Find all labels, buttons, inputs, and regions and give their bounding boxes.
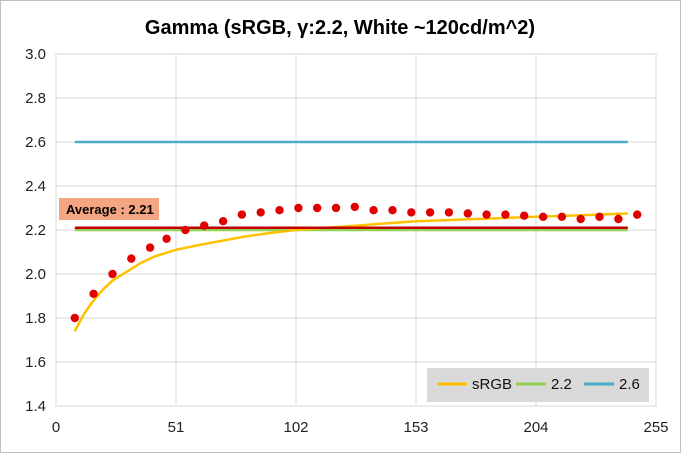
y-tick-label: 1.6	[25, 354, 46, 371]
measured-points	[70, 202, 642, 323]
measured-point	[595, 212, 604, 221]
measured-point	[313, 203, 322, 213]
series-layer	[73, 140, 628, 332]
measured-point	[633, 210, 642, 219]
axis-ticks: 1.4 1.6 1.8 2.0 2.2 2.4 2.6 2.8 3.0 0 51 102 153 204 2…	[25, 46, 668, 436]
y-tick-label: 3.0	[25, 46, 46, 63]
x-tick-label: 51	[168, 419, 185, 436]
measured-point	[108, 269, 117, 279]
measured-point	[407, 208, 416, 217]
measured-point	[520, 211, 529, 220]
measured-point	[463, 209, 472, 218]
x-tick-label: 204	[523, 419, 548, 436]
x-tick-label: 102	[283, 419, 308, 436]
measured-point	[218, 217, 228, 226]
measured-point	[275, 206, 284, 215]
measured-point	[444, 208, 454, 217]
measured-point	[256, 208, 265, 217]
legend-label-2-6: 2.6	[619, 376, 640, 393]
measured-point	[331, 203, 341, 213]
measured-point	[70, 313, 80, 323]
x-tick-label: 153	[403, 419, 428, 436]
chart-title: Gamma (sRGB, γ:2.2, White ~120cd/m^2)	[145, 17, 535, 39]
measured-point	[127, 254, 136, 263]
measured-point	[350, 202, 359, 212]
measured-point	[425, 208, 435, 217]
legend-label-2-2: 2.2	[551, 376, 572, 393]
y-tick-label: 1.8	[25, 310, 46, 327]
measured-point	[181, 225, 190, 235]
measured-point	[237, 210, 247, 219]
measured-point	[501, 210, 510, 219]
average-annotation: Average : 2.21	[59, 198, 159, 220]
measured-point	[294, 203, 303, 213]
legend: sRGB 2.2 2.6	[427, 368, 649, 402]
measured-point	[89, 289, 98, 298]
y-tick-label: 2.0	[25, 266, 46, 283]
measured-point	[200, 221, 209, 230]
measured-point	[576, 214, 585, 224]
measured-point	[538, 212, 548, 221]
average-label: Average : 2.21	[66, 202, 154, 217]
measured-point	[145, 243, 155, 252]
y-tick-label: 2.2	[25, 222, 46, 239]
measured-point	[388, 206, 397, 215]
x-tick-label: 255	[643, 419, 668, 436]
measured-point	[557, 212, 567, 221]
y-tick-label: 2.8	[25, 90, 46, 107]
legend-label-srgb: sRGB	[472, 376, 512, 393]
measured-point	[614, 214, 623, 224]
plot-area	[55, 53, 657, 407]
y-tick-label: 2.4	[25, 178, 46, 195]
measured-point	[482, 210, 491, 219]
measured-point	[369, 206, 378, 215]
y-tick-label: 1.4	[25, 398, 46, 415]
measured-point	[162, 234, 171, 243]
average-label-box	[59, 198, 159, 220]
y-tick-label: 2.6	[25, 134, 46, 151]
x-tick-label: 0	[52, 419, 60, 436]
